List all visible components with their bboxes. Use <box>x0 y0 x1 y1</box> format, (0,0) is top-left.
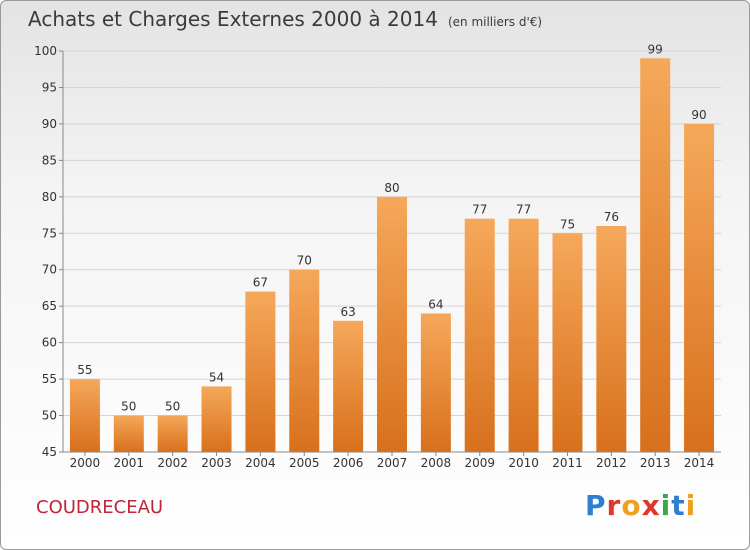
x-tick-label: 2001 <box>114 456 145 470</box>
bar-value-label: 50 <box>121 400 136 414</box>
bar-value-label: 90 <box>691 108 706 122</box>
x-tick-label: 2006 <box>333 456 364 470</box>
bar <box>640 58 671 453</box>
x-tick-label: 2014 <box>684 456 715 470</box>
x-tick-label: 2008 <box>421 456 452 470</box>
proxiti-logo[interactable]: Proxiti <box>585 489 697 522</box>
y-axis: 45 50 55 60 65 70 75 80 85 90 95 100 <box>34 44 64 459</box>
y-tick-label: 65 <box>42 299 57 313</box>
y-tick-label: 80 <box>42 190 57 204</box>
bar <box>201 386 232 452</box>
bar-value-label: 77 <box>472 203 487 217</box>
y-tick-label: 50 <box>42 409 57 423</box>
x-tick-label: 2010 <box>508 456 539 470</box>
y-tick-label: 95 <box>42 80 57 94</box>
y-tick-label: 75 <box>42 226 57 240</box>
bar-value-label: 99 <box>648 42 663 56</box>
x-tick-label: 2013 <box>640 456 671 470</box>
bar <box>157 415 188 452</box>
bar-value-label: 50 <box>165 400 180 414</box>
y-tick-label: 85 <box>42 153 57 167</box>
chart-subtitle: (en milliers d'€) <box>447 15 543 29</box>
bar <box>69 379 100 452</box>
bar-value-label: 63 <box>340 305 355 319</box>
x-tick-label: 2002 <box>157 456 188 470</box>
bar <box>596 225 627 452</box>
bar <box>289 269 320 452</box>
commune-name: COUDRECEAU <box>36 497 164 518</box>
bar-value-label: 64 <box>428 297 443 311</box>
bar-value-label: 70 <box>297 254 312 268</box>
chart-title-text: Achats et Charges Externes 2000 à 2014 <box>28 7 438 31</box>
y-tick-label: 60 <box>42 336 57 350</box>
x-tick-label: 2003 <box>201 456 232 470</box>
bar-value-label: 67 <box>253 276 268 290</box>
x-tick-label: 2009 <box>464 456 495 470</box>
bar-value-label: 54 <box>209 370 224 384</box>
y-tick-label: 90 <box>42 117 57 131</box>
bar-value-label: 77 <box>516 203 531 217</box>
bar-value-label: 80 <box>384 181 399 195</box>
bar <box>552 233 583 452</box>
bar <box>113 415 144 452</box>
bar-value-label: 76 <box>604 210 619 224</box>
x-tick-label: 2007 <box>377 456 408 470</box>
bar <box>508 218 539 452</box>
bars: 55 50 50 54 67 70 63 80 64 77 77 75 76 99 90 <box>69 42 715 453</box>
chart-title: Achats et Charges Externes 2000 à 2014 (e… <box>28 7 542 31</box>
x-tick-label: 2005 <box>289 456 320 470</box>
bar <box>377 196 407 452</box>
y-tick-label: 70 <box>42 263 57 277</box>
x-axis: 2000 2001 2002 2003 2004 2005 2006 2007 2008 2009… <box>63 451 721 470</box>
bar <box>333 320 364 452</box>
x-tick-label: 2000 <box>70 456 101 470</box>
x-tick-label: 2012 <box>596 456 627 470</box>
bar <box>420 313 451 452</box>
bar <box>684 123 715 452</box>
y-tick-label: 45 <box>42 445 57 459</box>
x-tick-label: 2011 <box>552 456 583 470</box>
bar <box>245 291 276 452</box>
x-tick-label: 2004 <box>245 456 276 470</box>
bar <box>464 218 495 452</box>
y-tick-label: 100 <box>34 44 57 58</box>
y-tick-label: 55 <box>42 372 57 386</box>
bar-value-label: 55 <box>77 363 92 377</box>
bar-value-label: 75 <box>560 217 575 231</box>
